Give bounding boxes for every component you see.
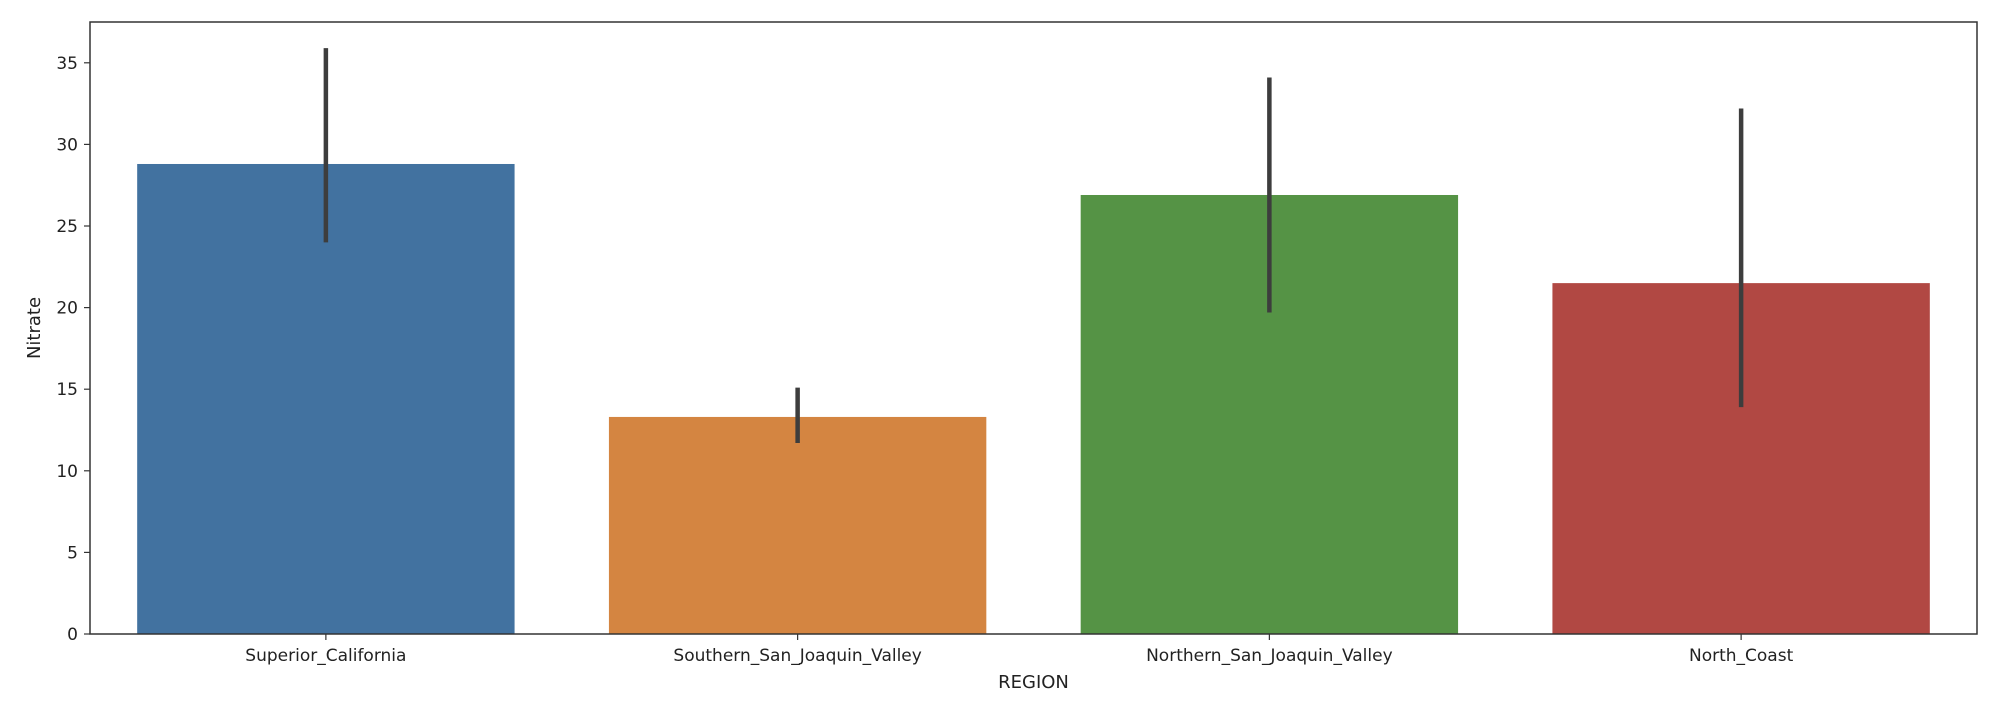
x-tick-label: North_Coast [1689, 646, 1794, 666]
bars-layer [137, 163, 1930, 634]
y-tick-label: 0 [67, 625, 78, 645]
errorbars-layer [323, 48, 1744, 444]
x-tick-label: Superior_California [245, 646, 406, 666]
x-axis-title: REGION [998, 672, 1069, 693]
y-axis: 0 5 10 15 20 25 30 35 [56, 54, 90, 645]
y-axis-title: Nitrate [24, 297, 45, 359]
bar-southern-san-joaquin-valley [608, 416, 987, 634]
x-tick-label: Southern_San_Joaquin_Valley [673, 646, 921, 666]
x-axis: Superior_California Southern_San_Joaquin_… [245, 634, 1794, 666]
plot-frame [89, 21, 1978, 635]
y-tick-label: 15 [56, 380, 78, 400]
y-tick-label: 10 [56, 462, 78, 482]
y-tick-label: 30 [56, 135, 78, 155]
y-tick-label: 25 [56, 217, 78, 237]
y-tick-label: 35 [56, 54, 78, 74]
x-tick-label: Northern_San_Joaquin_Valley [1146, 646, 1393, 666]
y-tick-label: 5 [67, 543, 78, 563]
y-tick-label: 20 [56, 299, 78, 319]
